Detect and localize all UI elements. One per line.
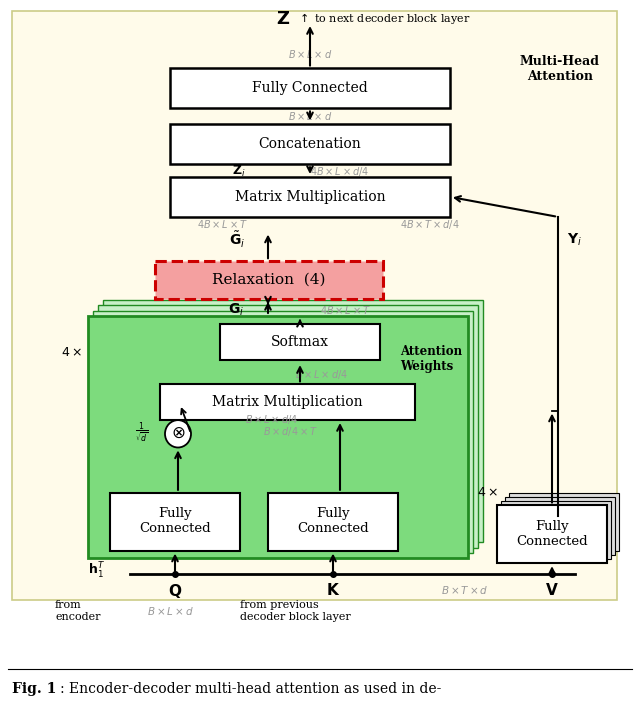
Bar bbox=[220, 324, 380, 360]
Text: $\otimes$: $\otimes$ bbox=[171, 425, 185, 442]
Bar bbox=[268, 493, 398, 551]
Bar bbox=[501, 501, 611, 559]
Bar bbox=[88, 316, 468, 558]
Text: Relaxation  (4): Relaxation (4) bbox=[212, 273, 326, 287]
Text: $4\times$: $4\times$ bbox=[61, 347, 83, 359]
Text: $B\times L\times d$: $B\times L\times d$ bbox=[147, 605, 193, 616]
Bar bbox=[103, 300, 483, 542]
Text: from previous
decoder block layer: from previous decoder block layer bbox=[240, 600, 351, 621]
Text: Concatenation: Concatenation bbox=[259, 137, 362, 151]
Text: Multi-Head
Attention: Multi-Head Attention bbox=[520, 54, 600, 83]
Text: Fully
Connected: Fully Connected bbox=[516, 520, 588, 548]
Text: $B\times L\times d$: $B\times L\times d$ bbox=[288, 48, 332, 60]
Text: from
encoder: from encoder bbox=[55, 600, 100, 621]
Text: Fully Connected: Fully Connected bbox=[252, 82, 368, 95]
Text: $\mathbf{V}$: $\mathbf{V}$ bbox=[545, 582, 559, 599]
Text: Matrix Multiplication: Matrix Multiplication bbox=[235, 190, 385, 204]
Bar bbox=[160, 384, 415, 420]
Text: Softmax: Softmax bbox=[271, 335, 329, 349]
Text: $B\times d/4\times T$: $B\times d/4\times T$ bbox=[262, 425, 317, 438]
Bar bbox=[170, 69, 450, 108]
Text: Fully
Connected: Fully Connected bbox=[297, 507, 369, 535]
Text: $4B\times L\times d/4$: $4B\times L\times d/4$ bbox=[310, 165, 369, 178]
Bar bbox=[110, 493, 240, 551]
Bar bbox=[12, 11, 617, 600]
Circle shape bbox=[165, 420, 191, 448]
Text: $\tilde{\mathbf{G}}_i$: $\tilde{\mathbf{G}}_i$ bbox=[229, 230, 245, 250]
Text: $\mathbf{Y}_i$: $\mathbf{Y}_i$ bbox=[567, 232, 582, 248]
Bar bbox=[98, 305, 478, 548]
Text: : Encoder-decoder multi-head attention as used in de-: : Encoder-decoder multi-head attention a… bbox=[60, 682, 442, 696]
Text: $B\times L\times d/4$: $B\times L\times d/4$ bbox=[295, 368, 348, 382]
Bar bbox=[509, 493, 619, 551]
Text: Fully
Connected: Fully Connected bbox=[139, 507, 211, 535]
Bar bbox=[93, 311, 473, 553]
Text: $\mathbf{Z}_i$: $\mathbf{Z}_i$ bbox=[232, 164, 246, 179]
Text: $\frac{1}{\sqrt{d}}$: $\frac{1}{\sqrt{d}}$ bbox=[135, 421, 148, 446]
Text: $\mathbf{G}_i$: $\mathbf{G}_i$ bbox=[228, 301, 244, 318]
Text: $4\times$: $4\times$ bbox=[477, 486, 499, 499]
Text: Fig. 1: Fig. 1 bbox=[12, 682, 56, 696]
Text: $B\times L\times d/4$: $B\times L\times d/4$ bbox=[245, 412, 298, 425]
Text: $\uparrow$ to next decoder block layer: $\uparrow$ to next decoder block layer bbox=[297, 11, 470, 26]
Text: $4B\times L\times T$: $4B\times L\times T$ bbox=[196, 218, 248, 231]
Bar bbox=[170, 125, 450, 164]
Text: $B\times T\times d$: $B\times T\times d$ bbox=[441, 584, 489, 596]
Text: $4B\times L\times T$: $4B\times L\times T$ bbox=[320, 304, 371, 316]
Text: $B\times L\times d$: $B\times L\times d$ bbox=[288, 110, 332, 122]
Text: $\mathbf{Z}$: $\mathbf{Z}$ bbox=[276, 10, 290, 28]
Bar bbox=[170, 177, 450, 217]
Text: $\mathbf{Q}$: $\mathbf{Q}$ bbox=[168, 582, 182, 600]
Bar bbox=[505, 497, 615, 555]
Text: $4B\times T\times d/4$: $4B\times T\times d/4$ bbox=[400, 218, 460, 231]
Bar bbox=[155, 261, 383, 299]
Text: $\mathbf{h}_1^T$: $\mathbf{h}_1^T$ bbox=[88, 561, 105, 581]
Text: Attention
Weights: Attention Weights bbox=[400, 345, 462, 373]
Text: Matrix Multiplication: Matrix Multiplication bbox=[212, 395, 362, 410]
Bar bbox=[497, 505, 607, 563]
Text: $\mathbf{K}$: $\mathbf{K}$ bbox=[326, 582, 340, 599]
